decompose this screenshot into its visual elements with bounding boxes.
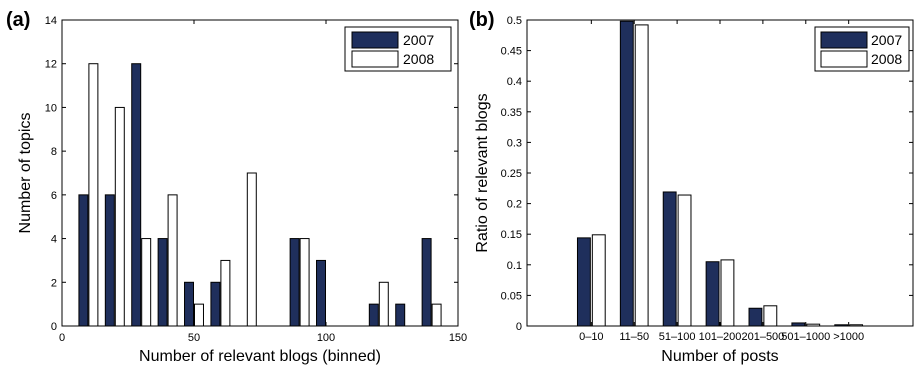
panel-b-y-tick-label: 0.2 [507, 199, 522, 211]
panel-a-bar-2008-120 [378, 281, 389, 327]
panel-a-y-ticks: 0 2 4 6 8 10 12 14 [45, 15, 458, 333]
panel-b-legend-swatch-2007 [820, 31, 868, 49]
panel-a-bar-2007-100 [316, 259, 326, 327]
panel-a: (a) 0 50 100 150 0 2 4 6 8 10 12 14 Number of rele… [6, 9, 467, 365]
panel-b-y-tick-label: 0.3 [507, 137, 522, 149]
panel-b-y-ticks: 0 0.05 0.1 0.15 0.2 0.25 0.3 0.35 0.4 0.45 0.5 [501, 15, 913, 333]
panel-b-tag: (b) [469, 9, 495, 31]
panel-b-bar-2007-3 [705, 261, 720, 327]
panel-a-bar-2007-130 [395, 303, 406, 327]
panel-b: (b) 0–10 11–50 51–100 101–200 201–500501–100… [469, 9, 914, 365]
panel-b-bar-2008-0 [591, 234, 606, 327]
panel-b-x-axis-label: Number of posts [661, 348, 778, 365]
panel-a-x-ticks: 0 50 100 150 [59, 20, 467, 344]
panel-a-bar-2008-50 [194, 303, 204, 327]
panel-b-y-tick-label: 0.35 [501, 107, 522, 119]
panel-b-legend-swatch-2008 [820, 50, 868, 68]
panel-a-y-tick-label: 0 [51, 321, 57, 333]
panel-a-bar-2007-20 [104, 194, 115, 327]
panel-b-bar-2008-4 [763, 305, 778, 327]
panel-b-y-tick-label: 0 [516, 321, 522, 333]
panel-b-x-tick-label: 51–100 [659, 331, 696, 343]
panel-a-legend: 2007 2008 [344, 26, 452, 72]
panel-b-y-axis-label: Ratio of relevant blogs [474, 93, 491, 252]
panel-a-bar-2008-10 [88, 63, 99, 327]
panel-b-y-tick-label: 0.25 [501, 168, 522, 180]
panel-a-bar-2007-10 [78, 194, 89, 327]
panel-a-bar-2007-90 [289, 238, 300, 327]
panel-a-y-axis-label: Number of topics [17, 113, 34, 234]
panel-a-bars [78, 63, 442, 327]
panel-a-bar-2008-90 [299, 238, 310, 327]
panel-a-legend-label-2008: 2008 [403, 51, 434, 67]
panel-a-y-tick-label: 10 [45, 102, 57, 114]
panel-a-tag: (a) [6, 9, 30, 31]
panel-a-bar-2008-60 [220, 259, 231, 327]
panel-a-y-tick-label: 14 [45, 15, 57, 27]
panel-b-x-tick-label: 101–200 [699, 331, 742, 343]
panel-b-legend-label-2008: 2008 [871, 51, 902, 67]
panel-b-legend: 2007 2008 [814, 26, 910, 72]
panel-a-bar-2007-50 [184, 281, 195, 327]
panel-b-x-tick-label: >1000 [833, 331, 864, 343]
panel-b-x-tick-label: 0–10 [579, 331, 603, 343]
panel-a-y-tick-label: 8 [51, 146, 57, 158]
panel-a-y-tick-label: 6 [51, 190, 57, 202]
panel-a-legend-swatch-2008 [351, 50, 399, 68]
panel-a-x-axis-label: Number of relevant blogs (binned) [139, 348, 381, 365]
panel-b-x-tick-label: 201–500 [741, 331, 784, 343]
panel-b-y-tick-label: 0.4 [507, 76, 522, 88]
panel-a-x-tick-label: 150 [449, 332, 467, 344]
panel-a-y-tick-label: 12 [45, 59, 57, 71]
panel-a-bar-2007-40 [157, 238, 168, 327]
panel-b-bar-2007-1 [619, 20, 634, 327]
panel-a-y-tick-label: 4 [51, 234, 57, 246]
panel-a-bar-2008-20 [114, 106, 125, 327]
panel-a-x-tick-label: 100 [317, 332, 335, 344]
panel-a-bar-2007-140 [421, 238, 432, 327]
panel-b-bar-2007-0 [576, 237, 591, 327]
panel-b-bar-2008-2 [677, 194, 692, 327]
panel-b-y-tick-label: 0.1 [507, 260, 522, 272]
panel-a-legend-label-2007: 2007 [403, 32, 434, 48]
panel-b-y-tick-label: 0.45 [501, 46, 522, 58]
panel-b-bar-2008-3 [720, 259, 735, 327]
panel-a-bar-2007-60 [210, 281, 221, 327]
panel-a-bar-2008-40 [167, 194, 178, 327]
panel-a-bar-2007-30 [131, 63, 142, 327]
panel-b-bar-2007-4 [748, 307, 763, 327]
panel-b-x-tick-label: 11–50 [619, 331, 649, 343]
panel-b-bar-2008-1 [634, 24, 649, 327]
panel-a-bar-2007-120 [368, 303, 379, 327]
panel-a-bar-2008-70 [246, 172, 257, 327]
panel-b-y-tick-label: 0.05 [501, 290, 522, 302]
panel-a-x-tick-label: 0 [59, 332, 65, 344]
panel-a-legend-swatch-2007 [351, 31, 399, 49]
panel-b-bar-2007-2 [662, 191, 677, 327]
panel-a-y-tick-label: 2 [51, 277, 57, 289]
panel-b-y-tick-label: 0.5 [507, 15, 522, 27]
panel-a-bar-2008-140 [431, 303, 442, 327]
panel-a-bar-2008-30 [141, 238, 152, 327]
panel-b-legend-label-2007: 2007 [871, 32, 902, 48]
panel-a-plot-frame [61, 19, 459, 327]
panel-b-y-tick-label: 0.15 [501, 229, 522, 241]
panel-a-x-tick-label: 50 [188, 332, 200, 344]
panel-b-x-tick-label: 501–1000 [781, 331, 830, 343]
